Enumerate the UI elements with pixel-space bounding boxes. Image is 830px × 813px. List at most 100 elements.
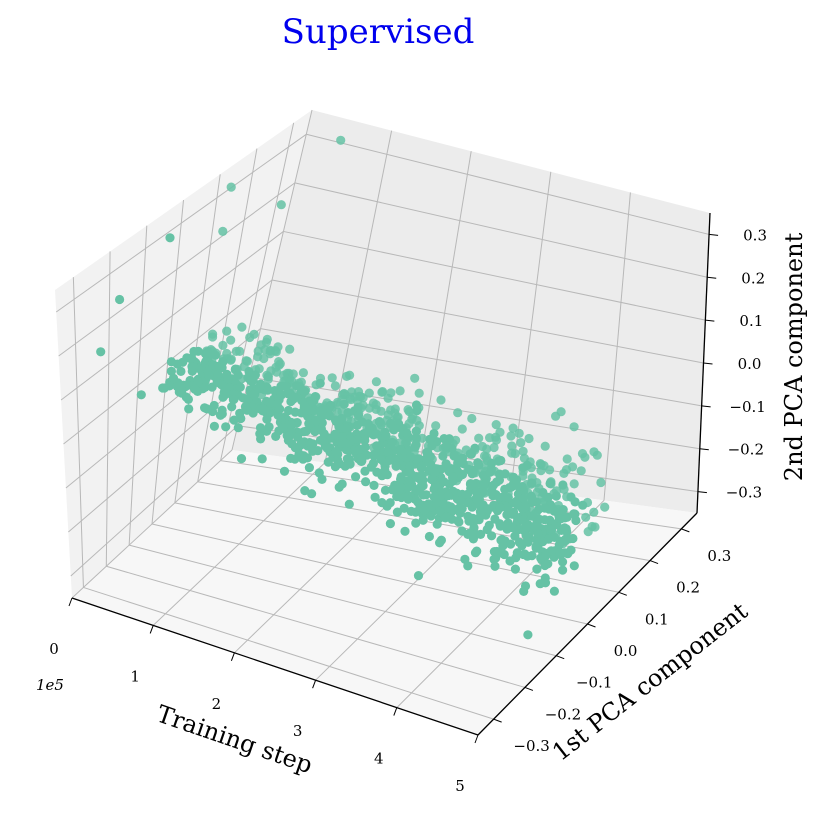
- axis-lines: [68, 212, 719, 744]
- scatter-point: [475, 507, 485, 517]
- scatter-point: [285, 344, 295, 354]
- scatter-point: [381, 430, 391, 441]
- z-tick-label: −0.2: [728, 441, 764, 459]
- scatter-point: [330, 381, 340, 391]
- scatter-point: [275, 404, 285, 414]
- scatter-point: [403, 494, 413, 504]
- scatter-point: [235, 346, 245, 356]
- scatter-point: [387, 437, 397, 447]
- scatter-point: [228, 395, 238, 405]
- scatter-point: [385, 519, 395, 529]
- scatter-point: [341, 423, 351, 434]
- scatter-point: [372, 441, 382, 451]
- scatter-point: [226, 182, 236, 192]
- scatter-point: [523, 630, 533, 640]
- scatter-point: [369, 480, 379, 490]
- scatter-point: [293, 432, 303, 442]
- scatter-point: [344, 499, 354, 509]
- scatter-point: [404, 419, 414, 429]
- scatter-point: [532, 564, 542, 574]
- scatter-point: [368, 458, 378, 468]
- scatter-point: [596, 477, 606, 488]
- scatter-point: [555, 547, 565, 558]
- scatter-point: [342, 371, 352, 381]
- scatter-point: [202, 404, 212, 414]
- scatter-point: [184, 404, 194, 414]
- scatter-point: [316, 412, 326, 422]
- scatter-point: [263, 385, 273, 395]
- scatter-point: [299, 386, 309, 396]
- scatter-point: [354, 391, 364, 401]
- scatter-point: [330, 429, 340, 439]
- scatter-point: [464, 516, 474, 526]
- scatter-point: [327, 373, 337, 383]
- scatter-point: [301, 426, 311, 436]
- scatter-point: [204, 370, 214, 380]
- scatter-point: [380, 466, 390, 476]
- scatter-point: [479, 480, 489, 490]
- scatter-point: [453, 458, 463, 468]
- scatter-point: [589, 447, 599, 457]
- scatter-point: [541, 551, 551, 561]
- y-tick-label: −0.1: [576, 674, 612, 692]
- scatter-point: [600, 502, 610, 512]
- scatter-point: [507, 448, 517, 458]
- scatter-point: [467, 413, 477, 424]
- scatter-point: [540, 515, 550, 525]
- scatter-point: [399, 503, 409, 513]
- scatter-point: [370, 492, 380, 502]
- scatter-point: [520, 501, 530, 511]
- scatter-point: [466, 449, 476, 459]
- scatter-point: [306, 439, 316, 449]
- scatter-point: [427, 474, 437, 485]
- scatter-point: [376, 454, 386, 465]
- scatter-point: [589, 507, 599, 517]
- x-tick-label: 3: [293, 722, 303, 740]
- scatter-point: [274, 357, 284, 367]
- scatter-point: [538, 487, 548, 498]
- scatter-point: [371, 400, 381, 410]
- scatter-point: [506, 431, 516, 441]
- scatter-point: [290, 443, 300, 453]
- scatter-point: [576, 466, 586, 476]
- scatter-point: [491, 420, 501, 430]
- scatter-point: [540, 560, 550, 571]
- scatter-point: [172, 382, 182, 392]
- z-tick-label: 0.3: [743, 226, 767, 244]
- scatter-point: [202, 347, 212, 357]
- scatter-point: [212, 377, 222, 387]
- scatter-point: [517, 515, 527, 525]
- scatter-point: [377, 387, 387, 397]
- scatter-point: [406, 452, 416, 462]
- scatter-point: [507, 441, 517, 451]
- scatter-point: [324, 411, 334, 421]
- scatter-point: [419, 505, 430, 516]
- scatter-point: [263, 372, 273, 382]
- scatter-point: [547, 524, 557, 534]
- scatter-point: [522, 521, 532, 532]
- scatter-point: [347, 387, 357, 397]
- scatter-point: [526, 491, 536, 501]
- scatter-point: [227, 402, 237, 412]
- scatter-point: [429, 428, 439, 439]
- scatter-point: [339, 388, 349, 399]
- scatter-point: [360, 435, 370, 445]
- z-axis-label: 2nd PCA component: [780, 232, 808, 481]
- y-tick-label: 0.0: [614, 642, 638, 660]
- scatter-point: [392, 507, 402, 517]
- scatter-point: [439, 477, 449, 487]
- scatter-point: [181, 392, 191, 402]
- y-tick-label: 0.3: [707, 547, 731, 565]
- scatter-point: [284, 431, 294, 441]
- scatter-point: [376, 406, 386, 416]
- scatter-point: [545, 478, 555, 489]
- scatter-point: [531, 543, 541, 553]
- scatter-point: [271, 431, 281, 441]
- scatter-point: [512, 500, 523, 510]
- scatter-point: [364, 388, 374, 398]
- scatter-point: [490, 514, 500, 524]
- scatter-point: [288, 369, 298, 379]
- scatter-point: [496, 455, 506, 466]
- scatter-point: [96, 347, 106, 357]
- scatter-point: [385, 498, 395, 508]
